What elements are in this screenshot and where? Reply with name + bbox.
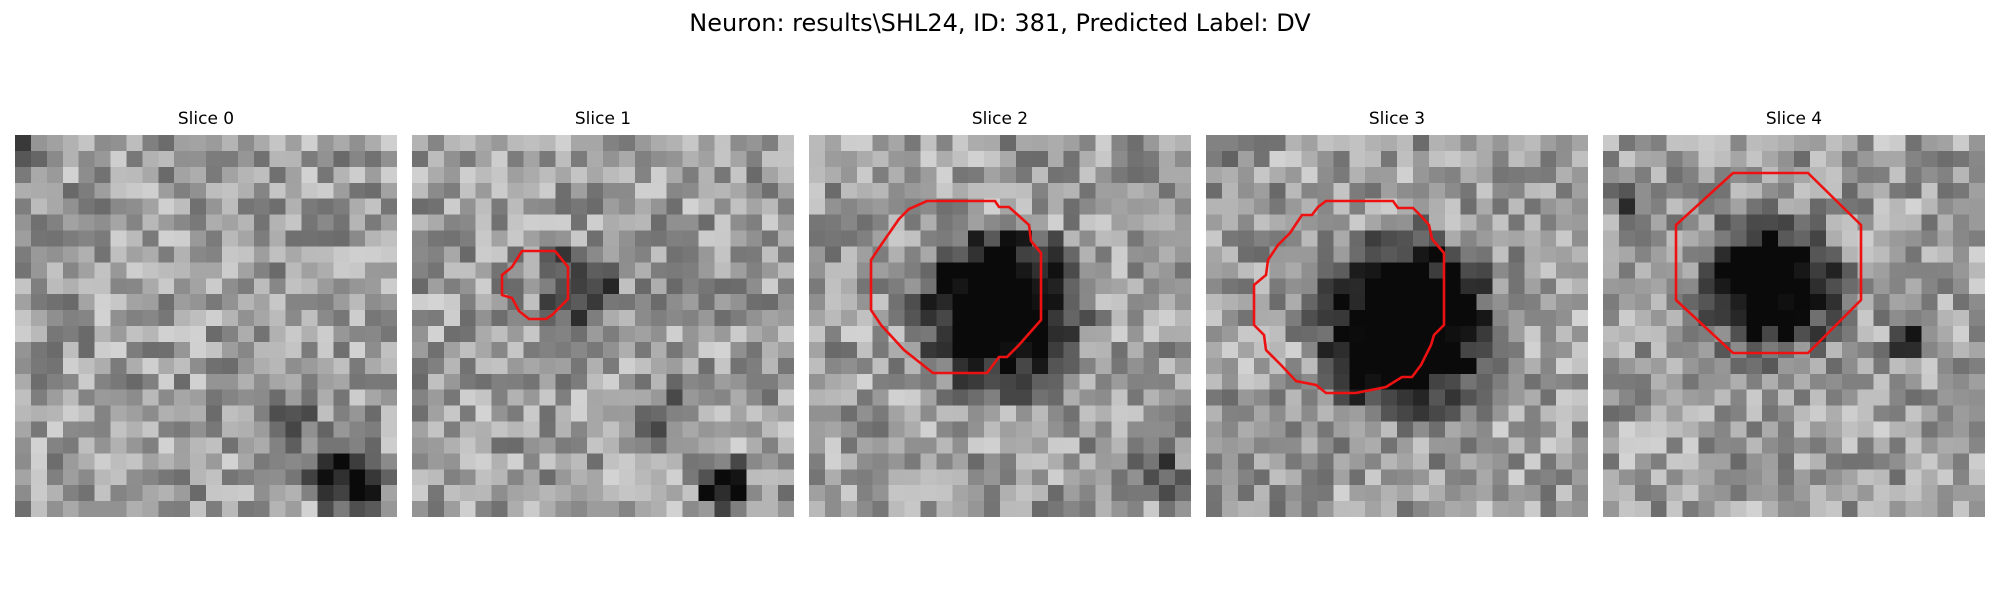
roi-contour [1252,199,1446,395]
slice-pixels [15,135,397,517]
slice-panel-2: Slice 2 [809,108,1191,517]
slice-pixels [412,135,794,517]
slice-pixels [1603,135,1985,517]
roi-contour [500,249,570,321]
slice-title: Slice 3 [1368,109,1426,129]
slice-title: Slice 0 [177,109,235,129]
roi-contour [1674,171,1863,355]
figure-title: Neuron: results\SHL24, ID: 381, Predicte… [689,9,1311,37]
slice-pixels [1206,135,1588,517]
slice-title: Slice 2 [971,109,1029,129]
slice-panel-0: Slice 0 [15,108,397,517]
slice-panel-4: Slice 4 [1603,108,1985,517]
slice-image [1206,135,1588,517]
slice-pixels [809,135,1191,517]
slice-panel-1: Slice 1 [412,108,794,517]
slice-image [809,135,1191,517]
slice-image [412,135,794,517]
roi-contour [869,199,1043,375]
slice-title: Slice 1 [574,109,632,129]
slice-title: Slice 4 [1765,109,1823,129]
slice-image [1603,135,1985,517]
slice-panel-3: Slice 3 [1206,108,1588,517]
slice-image [15,135,397,517]
